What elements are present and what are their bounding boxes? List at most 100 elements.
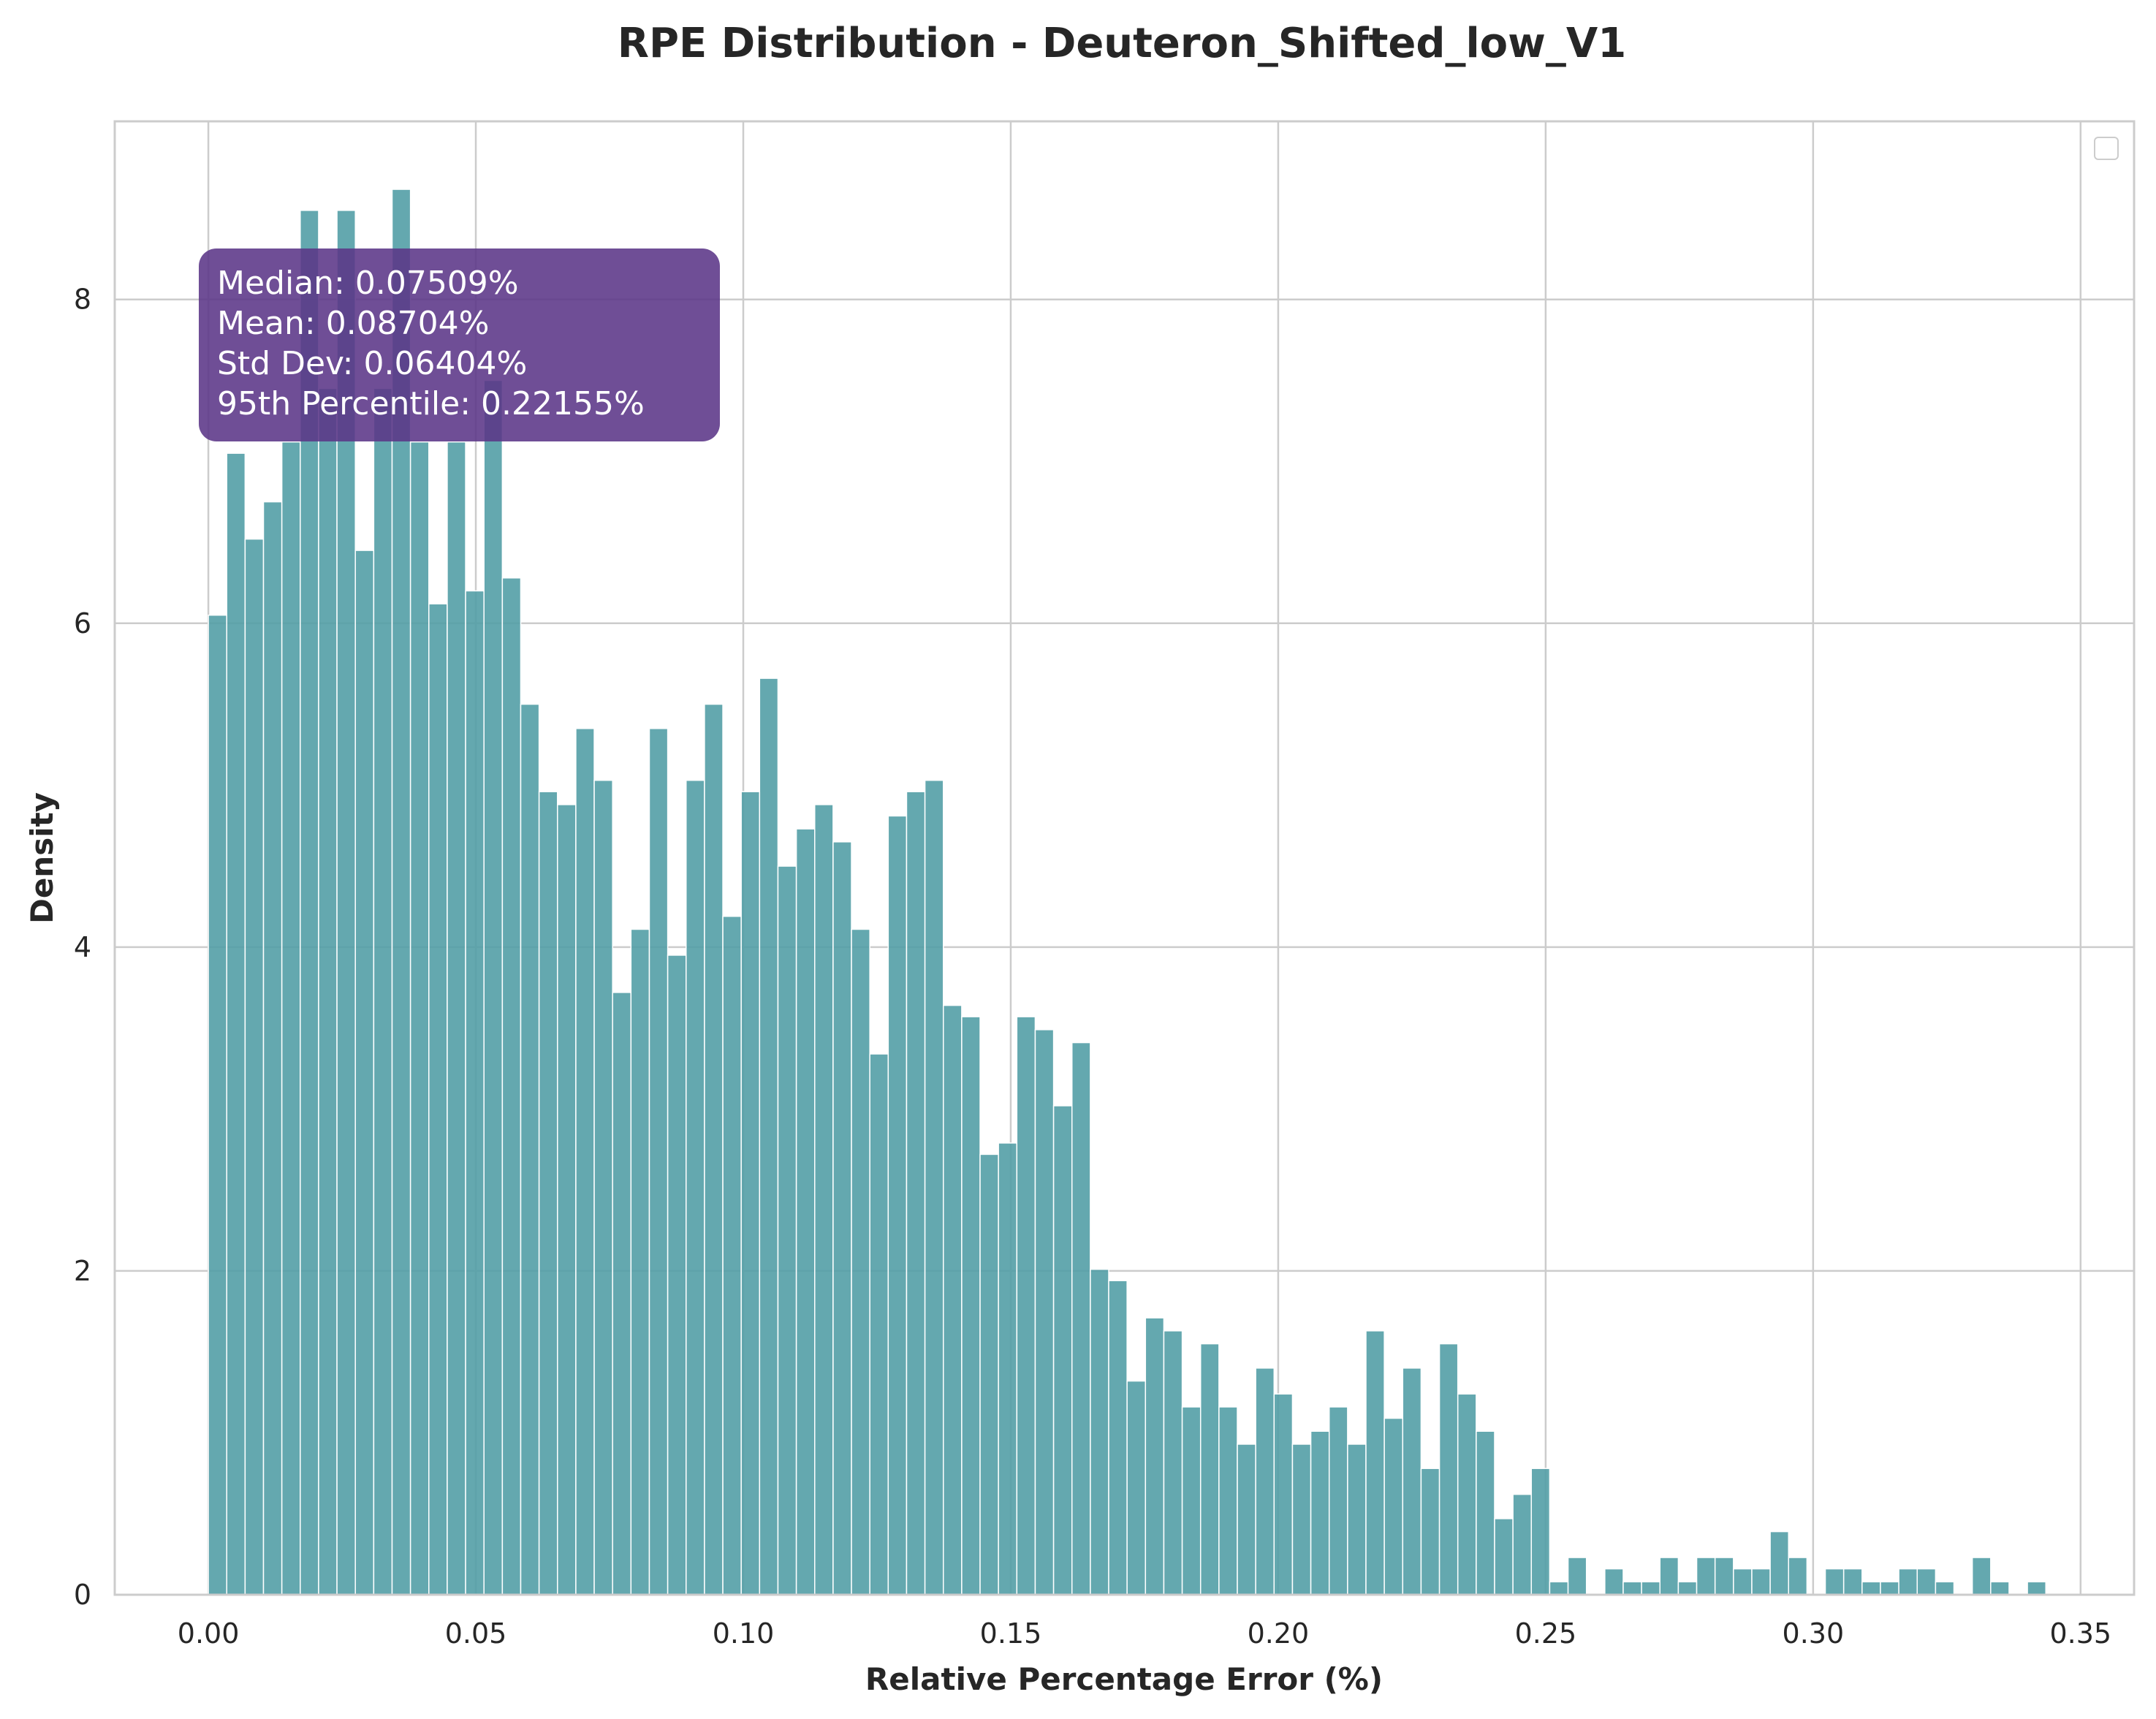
histogram-bar [814,804,834,1595]
histogram-bar [1659,1557,1679,1595]
histogram-bar [1090,1268,1109,1595]
histogram-bar [869,1053,889,1595]
histogram-bar [1420,1468,1441,1595]
histogram-bar [465,590,485,1595]
histogram-bar [1476,1430,1495,1595]
legend-box [2094,137,2119,160]
histogram-bar [538,791,558,1595]
histogram-bar [1347,1443,1367,1595]
histogram-bar [1751,1568,1771,1595]
y-tick-label: 2 [74,1255,91,1287]
histogram-bar [226,452,246,1595]
histogram-bar [1016,1016,1036,1595]
histogram-bar [1273,1393,1294,1595]
y-tick-label: 4 [74,931,91,963]
histogram-bar [648,728,669,1595]
histogram-bar [1310,1430,1330,1595]
histogram-bar [593,779,613,1595]
histogram-bar [373,387,393,1595]
chart-title: RPE Distribution - Deuteron_Shifted_low_… [618,20,1626,67]
histogram-bar [759,678,779,1595]
histogram-bar [1145,1317,1165,1595]
histogram-bar [1052,1105,1073,1595]
histogram-bar [1916,1568,1937,1595]
histogram-bar [1402,1367,1422,1595]
histogram-bar [1788,1557,1808,1595]
y-axis-ticks: 0 2 4 6 8 [74,284,91,1611]
histogram-bar [501,577,522,1595]
histogram-bar [1383,1417,1404,1595]
histogram-bar [447,441,466,1595]
histogram-bar [906,791,926,1595]
histogram-bar [483,379,504,1595]
histogram-bar [630,928,650,1595]
histogram-bar [1861,1581,1881,1595]
histogram-bar [1365,1330,1385,1595]
histogram-bar [1567,1557,1587,1595]
histogram-bar [1990,1581,2010,1595]
histogram-bar [1714,1557,1734,1595]
histogram-bar [1218,1406,1238,1595]
histogram-bar [281,441,301,1595]
x-tick-label: 0.30 [1783,1617,1845,1650]
histogram-bar [1769,1530,1790,1595]
histogram-bar [1181,1406,1202,1595]
histogram-bar [208,614,227,1595]
x-axis-ticks: 0.00 0.05 0.10 0.15 0.20 0.25 0.30 0.35 [178,1617,2111,1650]
histogram-bar [924,779,944,1595]
x-tick-label: 0.05 [445,1617,507,1650]
histogram-bar [1677,1581,1698,1595]
histogram-bar [998,1142,1018,1595]
histogram-bar [262,501,283,1595]
stat-std-dev: Std Dev: 0.06404% [217,345,527,382]
histogram-bar [428,603,448,1595]
histogram-bar [1071,1041,1091,1595]
x-tick-label: 0.25 [1515,1617,1577,1650]
x-axis-label: Relative Percentage Error (%) [865,1661,1383,1697]
histogram-bar [244,538,265,1595]
histogram-bar [1530,1468,1551,1595]
histogram-bar [575,728,595,1595]
histogram-bar [740,791,761,1595]
y-tick-label: 6 [74,607,91,640]
histogram-bar [1824,1568,1845,1595]
histogram-bar [1126,1380,1147,1595]
histogram-bar [1641,1581,1661,1595]
histogram-bar [777,865,797,1595]
x-tick-label: 0.10 [713,1617,775,1650]
histogram-bar [318,387,338,1595]
plot-frame [113,120,2136,1596]
histogram-bar [1622,1581,1642,1595]
histogram-bar [2027,1581,2046,1595]
histogram-bar [354,550,375,1595]
histogram-bar [722,916,742,1595]
histogram-bar [1199,1343,1220,1595]
histogram-bar [851,928,870,1595]
histogram-bar [1457,1393,1477,1595]
histogram-bar [409,441,430,1595]
histogram-bar [832,841,852,1595]
histogram-bar [1494,1518,1514,1595]
histogram-bar [1255,1367,1275,1595]
y-axis-label: Density [24,792,60,924]
stat-95th-percentile: 95th Percentile: 0.22155% [217,385,645,422]
histogram-bar [795,828,816,1595]
histogram-bar [1438,1343,1459,1595]
stats-box: Median: 0.07509% Mean: 0.08704% Std Dev:… [199,248,720,441]
histogram-bar [557,804,577,1595]
histogram-bar [1291,1443,1312,1595]
histogram-bar [704,703,724,1595]
stat-mean: Mean: 0.08704% [217,305,489,342]
histogram-bar [1549,1581,1569,1595]
histogram-bar [1034,1029,1055,1595]
histogram-bar [1898,1568,1918,1595]
x-tick-label: 0.20 [1248,1617,1310,1650]
histogram-bar [1880,1581,1899,1595]
histogram-bar [667,955,687,1595]
histogram-bar [1842,1568,1863,1595]
histogram-bar [1971,1557,1992,1595]
stat-median: Median: 0.07509% [217,265,519,302]
histogram-bar [887,815,908,1595]
histogram-bar [1163,1330,1183,1595]
